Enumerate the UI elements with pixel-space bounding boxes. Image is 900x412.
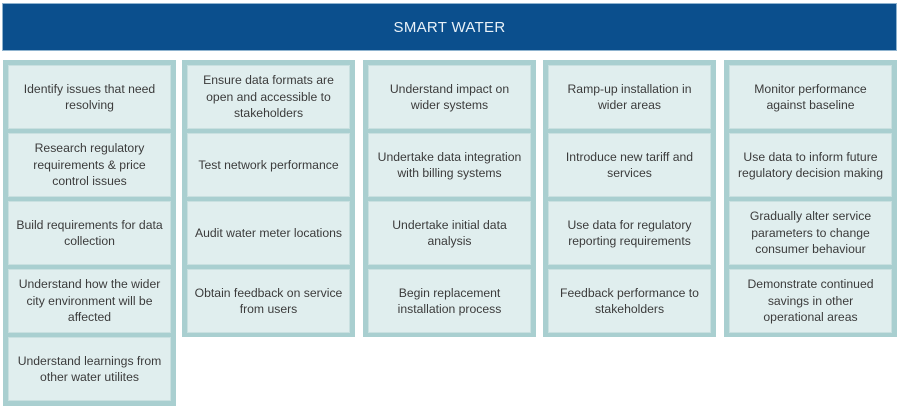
step-box: Build requirements for data collection [8, 201, 171, 265]
phase-column-5: Monitor performance against baseline Use… [724, 60, 897, 337]
step-box: Undertake initial data analysis [368, 201, 531, 265]
phase-column-1: Identify issues that need resolving Rese… [3, 60, 176, 406]
step-box: Undertake data integration with billing … [368, 133, 531, 197]
header-title: SMART WATER [393, 18, 506, 36]
step-box: Research regulatory requirements & price… [8, 133, 171, 197]
step-box: Demonstrate continued savings in other o… [729, 269, 892, 333]
smart-water-header: SMART WATER [2, 3, 897, 51]
step-box: Monitor performance against baseline [729, 65, 892, 129]
step-box: Understand how the wider city environmen… [8, 269, 171, 333]
phase-column-3: Understand impact on wider systems Under… [363, 60, 536, 337]
step-box: Test network performance [187, 133, 350, 197]
phase-column-2: Ensure data formats are open and accessi… [182, 60, 355, 337]
step-box: Understand impact on wider systems [368, 65, 531, 129]
step-box: Feedback performance to stakeholders [548, 269, 711, 333]
step-box: Begin replacement installation process [368, 269, 531, 333]
phase-column-4: Ramp-up installation in wider areas Intr… [543, 60, 716, 337]
step-box: Obtain feedback on service from users [187, 269, 350, 333]
step-box: Use data for regulatory reporting requir… [548, 201, 711, 265]
step-box: Gradually alter service parameters to ch… [729, 201, 892, 265]
step-box: Ensure data formats are open and accessi… [187, 65, 350, 129]
step-box: Use data to inform future regulatory dec… [729, 133, 892, 197]
step-box: Introduce new tariff and services [548, 133, 711, 197]
step-box: Ramp-up installation in wider areas [548, 65, 711, 129]
step-box: Understand learnings from other water ut… [8, 337, 171, 401]
step-box: Identify issues that need resolving [8, 65, 171, 129]
step-box: Audit water meter locations [187, 201, 350, 265]
